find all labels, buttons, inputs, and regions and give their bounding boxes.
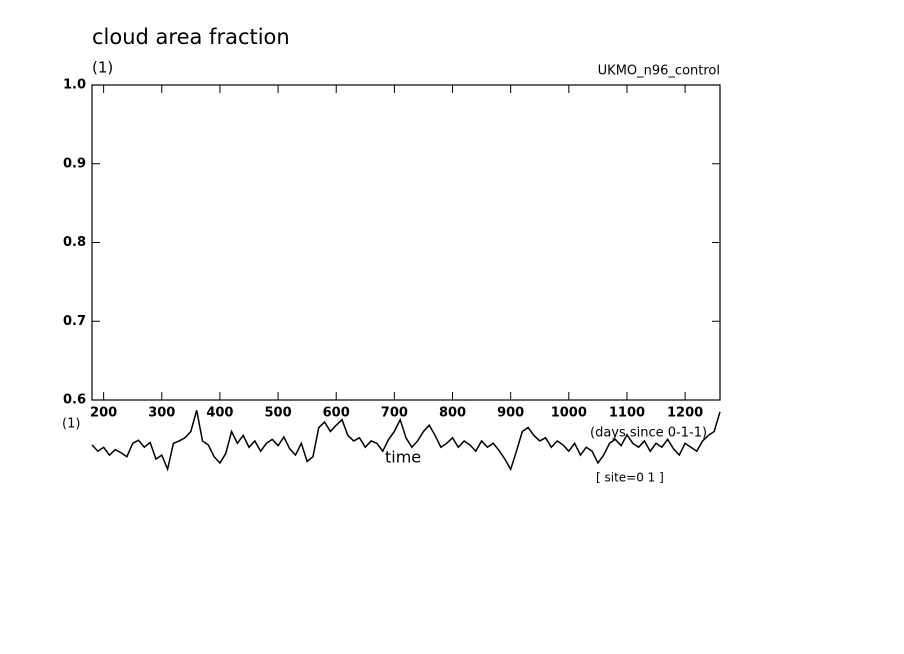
x-tick-label: 700 [381, 406, 408, 421]
x-tick-label: 300 [148, 406, 175, 421]
annotation: [ site=0 1 ] [596, 471, 664, 485]
y-axis-label: (1) [62, 417, 80, 432]
x-tick-label: 800 [439, 406, 466, 421]
x-tick-label: 500 [265, 406, 292, 421]
subtitle: UKMO_n96_control [598, 64, 720, 79]
y-tick-label: 0.9 [63, 156, 86, 171]
y-tick-label: 0.7 [63, 314, 86, 329]
x-tick-label: 1000 [551, 406, 587, 421]
x-units: (days since 0-1-1) [590, 426, 707, 441]
series-line [91, 410, 721, 472]
x-tick-label: 1200 [667, 406, 703, 421]
y-tick-label: 1.0 [63, 78, 86, 93]
x-axis-label: time [385, 448, 421, 467]
x-tick-label: 400 [206, 406, 233, 421]
units: (1) [92, 59, 113, 77]
x-tick-label: 900 [497, 406, 524, 421]
x-tick-label: 600 [323, 406, 350, 421]
x-tick-label: 1100 [609, 406, 645, 421]
y-tick-label: 0.6 [63, 393, 86, 408]
y-tick-label: 0.8 [63, 235, 86, 250]
x-tick-label: 200 [90, 406, 117, 421]
chart-title: cloud area fraction [92, 25, 290, 49]
